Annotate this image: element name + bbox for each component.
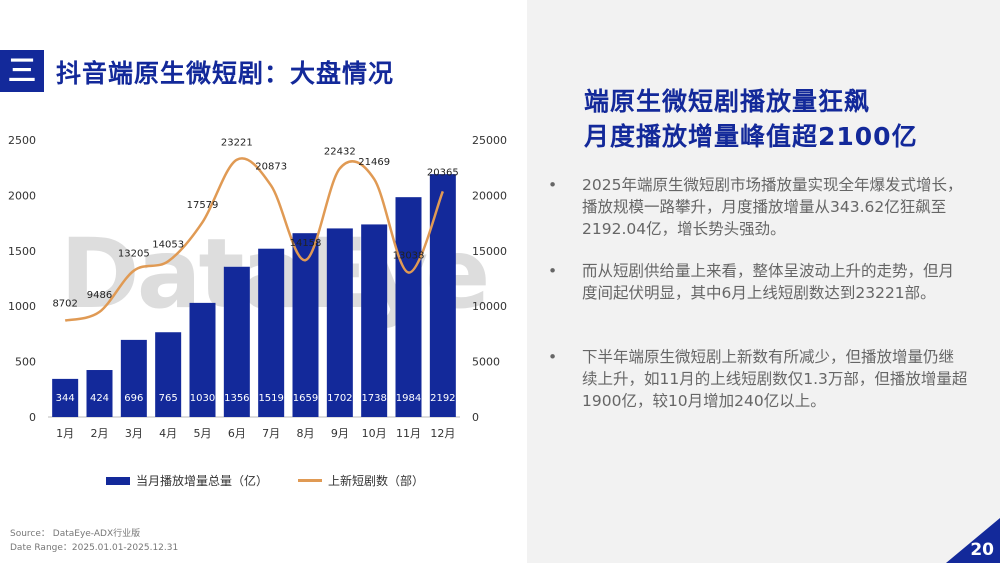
y-right-tick-label: 10000 (472, 300, 507, 313)
bar (120, 339, 147, 417)
bar-value-label: 696 (124, 393, 143, 404)
bar (292, 233, 319, 417)
legend-bar-swatch (106, 476, 130, 485)
bar-value-label: 1519 (258, 393, 283, 404)
bar (223, 266, 250, 417)
right-panel (527, 0, 1000, 563)
line-value-label: 22432 (324, 146, 356, 157)
x-tick-label: 2月 (91, 427, 109, 440)
x-tick-label: 7月 (262, 427, 280, 440)
bullet-item: • 而从短剧供给量上来看，整体呈波动上升的走势，但月度间起伏明显，其中6月上线短… (548, 260, 968, 304)
bar (361, 224, 388, 417)
line-value-label: 20365 (427, 167, 459, 178)
y-left-tick-label: 500 (15, 356, 36, 369)
x-tick-label: 3月 (125, 427, 143, 440)
section-badge: 三 (0, 50, 44, 92)
right-title-line2: 月度播放增量峰值超2100亿 (584, 122, 918, 151)
legend-line-label: 上新短剧数（部） (328, 474, 425, 488)
y-left-tick-label: 0 (29, 411, 36, 424)
bar (155, 332, 182, 417)
bar-line-chart: 0500100015002000250005000100001500020000… (8, 134, 507, 440)
bar-value-label: 344 (56, 393, 75, 404)
x-tick-label: 12月 (430, 427, 455, 440)
page-number: 20 (970, 540, 994, 560)
bar-value-label: 1030 (190, 393, 215, 404)
bar-value-label: 1738 (361, 393, 386, 404)
line-value-label: 21469 (358, 157, 390, 168)
line-value-label: 13038 (393, 251, 425, 262)
bar (258, 248, 285, 417)
bullet-dot: • (548, 262, 558, 280)
y-left-tick-label: 2000 (8, 189, 36, 202)
bullet-dot: • (548, 176, 558, 194)
page-corner-triangle (946, 518, 1000, 563)
line-value-label: 8702 (52, 299, 77, 310)
bullet-text: 下半年端原生微短剧上新数有所减少，但播放增量仍继续上升，如11月的上线短剧数仅1… (582, 348, 968, 410)
bar-value-label: 424 (90, 393, 109, 404)
bar-value-label: 1356 (224, 393, 249, 404)
x-tick-label: 5月 (194, 427, 212, 440)
x-tick-label: 11月 (396, 427, 421, 440)
bullet-text: 2025年端原生微短剧市场播放量实现全年爆发式增长，播放规模一路攀升，月度播放增… (582, 176, 963, 238)
line-value-label: 13205 (118, 249, 150, 260)
line-value-label: 14158 (290, 238, 322, 249)
bar (86, 370, 113, 417)
x-tick-label: 9月 (331, 427, 349, 440)
x-tick-label: 1月 (56, 427, 74, 440)
line-value-label: 14053 (152, 239, 184, 250)
y-right-tick-label: 5000 (472, 356, 500, 369)
bullet-item: • 2025年端原生微短剧市场播放量实现全年爆发式增长，播放规模一路攀升，月度播… (548, 174, 968, 240)
legend-item-bar: 当月播放增量总量（亿） (106, 472, 268, 489)
section-number: 三 (7, 54, 36, 87)
line-value-label: 9486 (87, 290, 112, 301)
right-title-line1: 端原生微短剧播放量狂飙 (584, 87, 871, 116)
bar-value-label: 1702 (327, 393, 352, 404)
x-tick-label: 4月 (159, 427, 177, 440)
y-right-tick-label: 15000 (472, 245, 507, 258)
legend-line-swatch (298, 479, 322, 482)
date-range-line: Date Range：2025.01.01-2025.12.31 (10, 543, 179, 553)
x-tick-label: 6月 (228, 427, 246, 440)
line-value-label: 17579 (187, 200, 219, 211)
legend-item-line: 上新短剧数（部） (298, 472, 424, 489)
legend-bar-label: 当月播放增量总量（亿） (136, 474, 269, 488)
line-value-label: 23221 (221, 138, 253, 149)
y-left-tick-label: 1000 (8, 300, 36, 313)
bar-value-label: 1984 (396, 393, 421, 404)
y-right-tick-label: 20000 (472, 189, 507, 202)
bar (326, 228, 353, 417)
bar (429, 174, 456, 417)
bar-value-label: 2192 (430, 393, 455, 404)
y-left-tick-label: 2500 (8, 134, 36, 147)
bar (189, 302, 216, 417)
source-line: Source： DataEye-ADX行业版 (10, 529, 141, 539)
y-right-tick-label: 0 (472, 411, 479, 424)
bar-value-label: 1659 (293, 393, 318, 404)
bar (395, 197, 422, 417)
bullet-text: 而从短剧供给量上来看，整体呈波动上升的走势，但月度间起伏明显，其中6月上线短剧数… (582, 262, 955, 302)
bullet-item: • 下半年端原生微短剧上新数有所减少，但播放增量仍继续上升，如11月的上线短剧数… (548, 346, 968, 412)
y-left-tick-label: 1500 (8, 245, 36, 258)
x-tick-label: 8月 (297, 427, 315, 440)
bar-value-label: 765 (159, 393, 178, 404)
y-right-tick-label: 25000 (472, 134, 507, 147)
x-tick-label: 10月 (362, 427, 387, 440)
series-line (64, 157, 444, 322)
line-value-label: 20873 (255, 162, 287, 173)
page-title: 抖音端原生微短剧：大盘情况 (56, 59, 395, 88)
bar (52, 378, 79, 417)
bullet-dot: • (548, 348, 558, 366)
